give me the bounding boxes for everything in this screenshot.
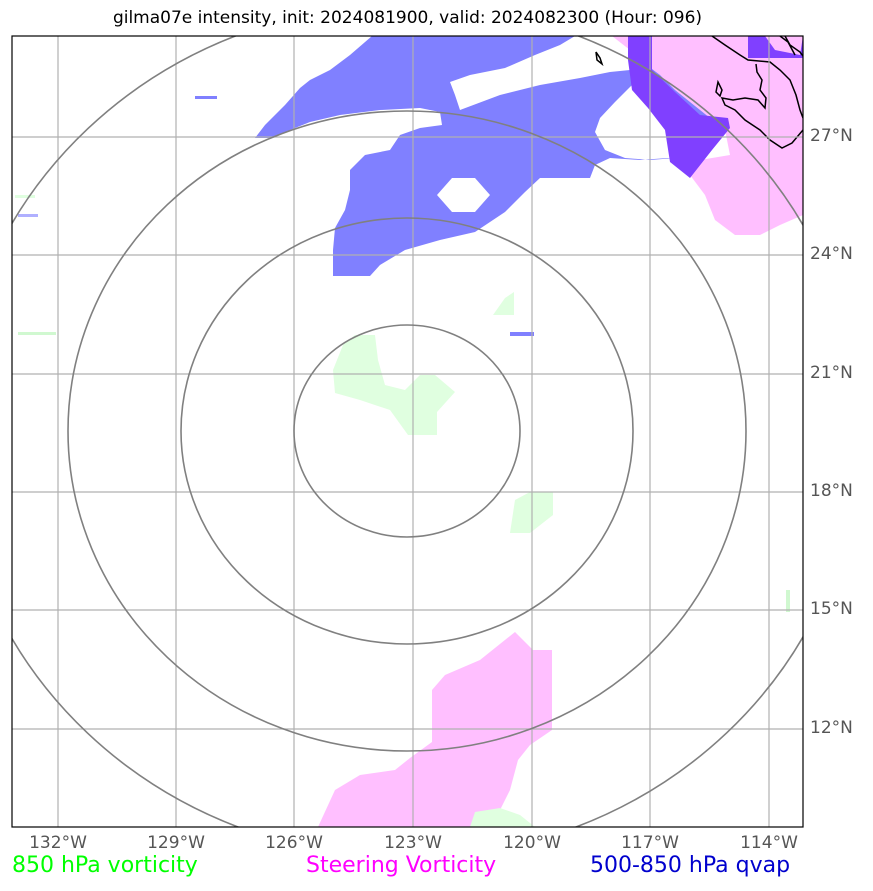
qvap-strip-3 <box>510 332 534 336</box>
range-ring-1 <box>293 324 521 538</box>
qvap-strip-1 <box>195 96 217 99</box>
lon-label-114w: 114°W <box>740 833 798 853</box>
vort850-region-small <box>493 292 514 315</box>
lon-label-123w: 123°W <box>384 833 442 853</box>
qvap-region-north <box>255 36 730 276</box>
coastline <box>595 36 803 149</box>
lon-label-117w: 117°W <box>621 833 679 853</box>
vort850-strip-1 <box>18 332 56 335</box>
lat-label-12n: 12°N <box>810 718 853 738</box>
lon-label-132w: 132°W <box>29 833 87 853</box>
legend-qvap: 500-850 hPa qvap <box>590 853 791 878</box>
lon-label-120w: 120°W <box>503 833 561 853</box>
overlap-region <box>628 36 730 178</box>
lon-label-126w: 126°W <box>265 833 323 853</box>
qvap-hole <box>437 178 490 212</box>
legend-850-vorticity: 850 hPa vorticity <box>12 853 198 878</box>
vort850-strip-3 <box>15 195 35 198</box>
lon-label-129w: 129°W <box>147 833 205 853</box>
map-title: gilma07e intensity, init: 2024081900, va… <box>112 8 703 28</box>
range-rings <box>12 36 803 827</box>
lat-label-18n: 18°N <box>810 481 853 501</box>
lat-label-15n: 15°N <box>810 599 853 619</box>
vort850-region-center <box>333 335 455 435</box>
overlap-region-corner <box>748 36 803 58</box>
map-frame <box>11 35 804 828</box>
vort850-region-south <box>470 808 535 827</box>
range-ring-3 <box>67 110 747 752</box>
lat-label-24n: 24°N <box>810 244 853 264</box>
range-ring-2 <box>180 217 634 645</box>
vort850-strip-2 <box>786 590 790 612</box>
lat-label-27n: 27°N <box>810 126 853 146</box>
legend-steering-vorticity: Steering Vorticity <box>306 853 497 878</box>
steering-region-ne <box>612 36 803 235</box>
lat-label-21n: 21°N <box>810 363 853 383</box>
gridlines <box>12 36 803 827</box>
qvap-strip-2 <box>18 214 38 217</box>
